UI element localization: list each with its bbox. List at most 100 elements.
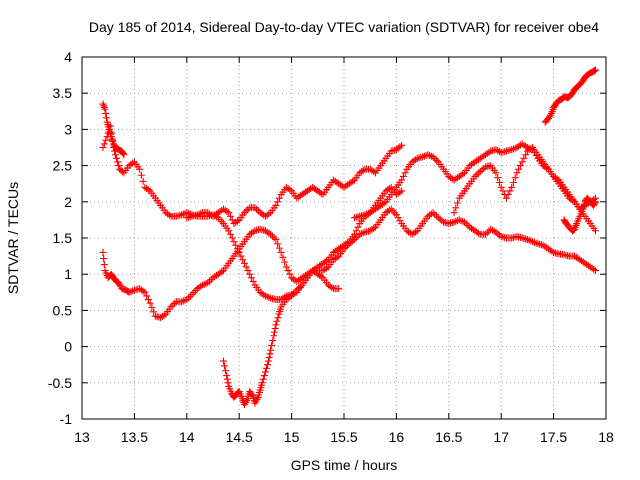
series-track-2	[99, 205, 600, 322]
data-point	[478, 166, 486, 174]
data-point	[100, 103, 108, 111]
data-point	[275, 244, 283, 252]
data-point	[265, 293, 273, 301]
data-point	[323, 257, 331, 265]
data-point	[193, 211, 201, 219]
data-point	[235, 388, 243, 396]
data-point	[401, 169, 409, 177]
data-point	[419, 153, 427, 161]
data-point	[529, 238, 537, 246]
data-point	[224, 379, 232, 387]
data-point	[396, 217, 404, 225]
data-point	[457, 217, 465, 225]
x-tick-label: 18	[598, 429, 614, 445]
data-point	[223, 372, 231, 380]
data-point	[274, 198, 282, 206]
data-point	[242, 207, 250, 215]
data-point	[251, 204, 259, 212]
data-point	[546, 111, 554, 119]
data-point	[270, 328, 278, 336]
series-track-9	[99, 100, 128, 159]
data-point	[139, 287, 147, 295]
data-point	[136, 165, 144, 173]
data-point	[240, 209, 248, 217]
x-tick-label: 16	[389, 429, 405, 445]
data-point	[125, 288, 133, 296]
data-point	[359, 229, 367, 237]
data-point	[263, 293, 271, 301]
data-point	[258, 379, 266, 387]
data-point	[239, 256, 247, 264]
data-point	[279, 253, 287, 261]
series-track-3	[219, 183, 406, 409]
data-point	[394, 214, 402, 222]
y-tick-label: 1	[64, 266, 72, 282]
data-point	[240, 259, 248, 267]
data-point	[233, 217, 241, 225]
data-point	[426, 151, 434, 159]
series-track-4	[183, 141, 406, 228]
data-point	[246, 270, 254, 278]
data-point	[99, 100, 107, 108]
data-point	[474, 169, 482, 177]
data-point	[113, 154, 121, 162]
data-point	[333, 253, 341, 261]
data-point	[343, 239, 351, 247]
data-point	[185, 294, 193, 302]
data-point	[424, 151, 432, 159]
data-point	[261, 368, 269, 376]
data-point	[274, 314, 282, 322]
x-axis-label: GPS time / hours	[291, 457, 398, 473]
data-point	[223, 207, 231, 215]
data-point	[228, 234, 236, 242]
data-point	[525, 236, 533, 244]
data-point	[516, 162, 524, 170]
data-point	[259, 375, 267, 383]
data-point	[530, 238, 538, 246]
data-point	[263, 361, 271, 369]
data-point	[485, 148, 493, 156]
data-point	[102, 114, 110, 122]
data-point	[206, 277, 214, 285]
data-point	[171, 299, 179, 307]
x-tick-label: 15	[284, 429, 300, 445]
data-point	[244, 205, 252, 213]
data-point	[268, 232, 276, 240]
data-point	[160, 311, 168, 319]
data-point	[412, 156, 420, 164]
data-point	[359, 166, 367, 174]
data-point	[420, 152, 428, 160]
data-point	[396, 188, 404, 196]
data-point	[179, 297, 187, 305]
data-point	[392, 146, 400, 154]
data-point	[129, 159, 137, 167]
data-point	[127, 288, 135, 296]
data-point	[207, 276, 215, 284]
data-point	[286, 293, 294, 301]
data-point	[592, 227, 600, 235]
data-point	[144, 296, 152, 304]
y-tick-label: -1	[60, 411, 73, 427]
data-point	[102, 136, 110, 144]
x-tick-label: 17	[493, 429, 509, 445]
data-point	[115, 162, 123, 170]
data-point	[119, 168, 127, 176]
data-point	[481, 230, 489, 238]
data-point	[357, 230, 365, 238]
data-point	[178, 298, 186, 306]
data-point	[436, 215, 444, 223]
y-tick-label: 0	[64, 339, 72, 355]
data-point	[431, 210, 439, 218]
data-point	[349, 177, 357, 185]
data-point	[323, 264, 331, 272]
data-point	[509, 178, 517, 186]
data-point	[167, 303, 175, 311]
data-point	[262, 364, 270, 372]
data-point	[592, 267, 600, 275]
data-point	[429, 209, 437, 217]
data-point	[392, 211, 400, 219]
data-point	[242, 263, 250, 271]
data-point	[120, 151, 128, 159]
data-point	[591, 199, 599, 207]
